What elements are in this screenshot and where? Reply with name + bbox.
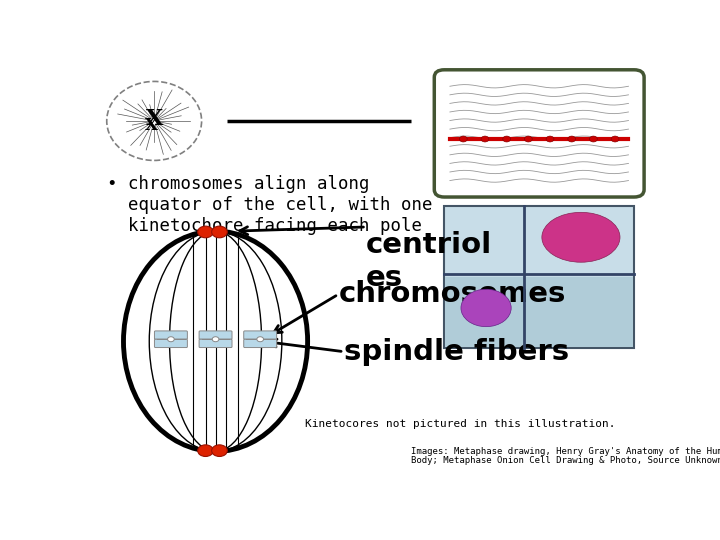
Text: Body; Metaphase Onion Cell Drawing & Photo, Source Unknown: Body; Metaphase Onion Cell Drawing & Pho… [411,456,720,465]
FancyBboxPatch shape [434,70,644,197]
Circle shape [568,136,575,142]
FancyBboxPatch shape [155,331,187,339]
Text: Kinetocores not pictured in this illustration.: Kinetocores not pictured in this illustr… [305,418,616,429]
Ellipse shape [542,212,620,262]
FancyBboxPatch shape [244,331,276,339]
Ellipse shape [461,289,511,327]
FancyBboxPatch shape [445,277,634,347]
Text: • chromosomes align along: • chromosomes align along [107,175,369,193]
Circle shape [546,136,554,142]
Text: kinetochore facing each pole: kinetochore facing each pole [107,217,422,234]
Circle shape [459,136,467,142]
Circle shape [212,445,228,456]
Circle shape [524,136,532,142]
Circle shape [212,337,219,342]
FancyBboxPatch shape [155,339,187,348]
Circle shape [481,136,489,142]
FancyBboxPatch shape [244,339,276,348]
Text: centriol
es: centriol es [366,231,492,292]
Circle shape [503,136,510,142]
Circle shape [198,226,213,238]
Circle shape [257,337,264,342]
Text: Images: Metaphase drawing, Henry Gray's Anatomy of the Human: Images: Metaphase drawing, Henry Gray's … [411,447,720,456]
FancyBboxPatch shape [444,206,634,348]
Text: X: X [145,117,158,134]
Text: equator of the cell, with one: equator of the cell, with one [107,196,432,214]
Circle shape [212,226,228,238]
FancyBboxPatch shape [199,339,232,348]
Circle shape [611,136,619,142]
Text: X: X [145,108,163,130]
Circle shape [168,337,174,342]
FancyBboxPatch shape [199,331,232,339]
Text: chromosomes: chromosomes [338,280,566,308]
Circle shape [590,136,598,142]
Circle shape [198,445,213,456]
Text: spindle fibers: spindle fibers [344,338,569,366]
